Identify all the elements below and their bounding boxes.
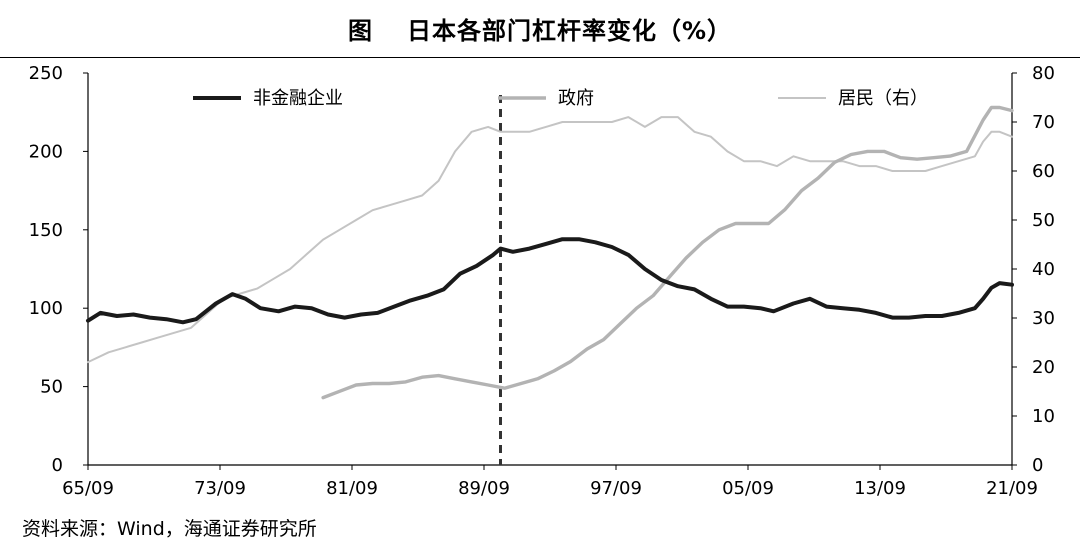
tick-labels: 0 50 100 150 200 250 0 10 20 30 40 50 60 70 80 65/09 73/… bbox=[29, 63, 1055, 499]
chart-title-bar: 图 日本各部门杠杆率变化（%） bbox=[0, 0, 1080, 56]
chart-axes bbox=[83, 72, 1017, 470]
left-y-tick-label: 100 bbox=[29, 298, 63, 319]
right-y-tick-label: 30 bbox=[1032, 308, 1055, 329]
x-tick-label: 89/09 bbox=[458, 478, 510, 499]
x-tick-label: 97/09 bbox=[590, 478, 642, 499]
x-tick-label: 13/09 bbox=[854, 478, 906, 499]
legend-item-household-label: 居民（右） bbox=[838, 88, 928, 109]
series-line-household bbox=[87, 116, 1013, 364]
series-line-government bbox=[321, 105, 1014, 400]
chart-title: 日本各部门杠杆率变化（%） bbox=[406, 16, 733, 45]
title-divider bbox=[0, 57, 1080, 58]
series-group bbox=[86, 105, 1014, 400]
right-y-tick-label: 80 bbox=[1032, 63, 1055, 84]
left-y-tick-label: 200 bbox=[29, 141, 63, 162]
x-tick-label: 65/09 bbox=[62, 478, 114, 499]
right-y-tick-label: 60 bbox=[1032, 161, 1055, 182]
left-y-tick-label: 250 bbox=[29, 63, 63, 84]
left-y-tick-label: 150 bbox=[29, 220, 63, 241]
x-tick-label: 81/09 bbox=[326, 478, 378, 499]
left-y-tick-label: 0 bbox=[52, 455, 63, 476]
right-y-tick-label: 0 bbox=[1032, 455, 1043, 476]
legend: 非金融企业 政府 居民（右） bbox=[193, 88, 928, 109]
right-y-tick-label: 70 bbox=[1032, 112, 1055, 133]
series-line-nonfinancial bbox=[86, 237, 1014, 325]
right-y-tick-label: 20 bbox=[1032, 357, 1055, 378]
legend-item-government-label: 政府 bbox=[558, 88, 594, 109]
right-y-tick-label: 10 bbox=[1032, 406, 1055, 427]
left-y-tick-label: 50 bbox=[40, 377, 63, 398]
x-tick-label: 73/09 bbox=[194, 478, 246, 499]
x-tick-label: 21/09 bbox=[986, 478, 1038, 499]
figure-label: 图 bbox=[347, 16, 373, 45]
legend-item-nonfinancial-label: 非金融企业 bbox=[253, 88, 343, 109]
right-y-tick-label: 50 bbox=[1032, 210, 1055, 231]
right-y-tick-label: 40 bbox=[1032, 259, 1055, 280]
source-note: 资料来源：Wind，海通证券研究所 bbox=[22, 518, 317, 540]
x-tick-label: 05/09 bbox=[722, 478, 774, 499]
